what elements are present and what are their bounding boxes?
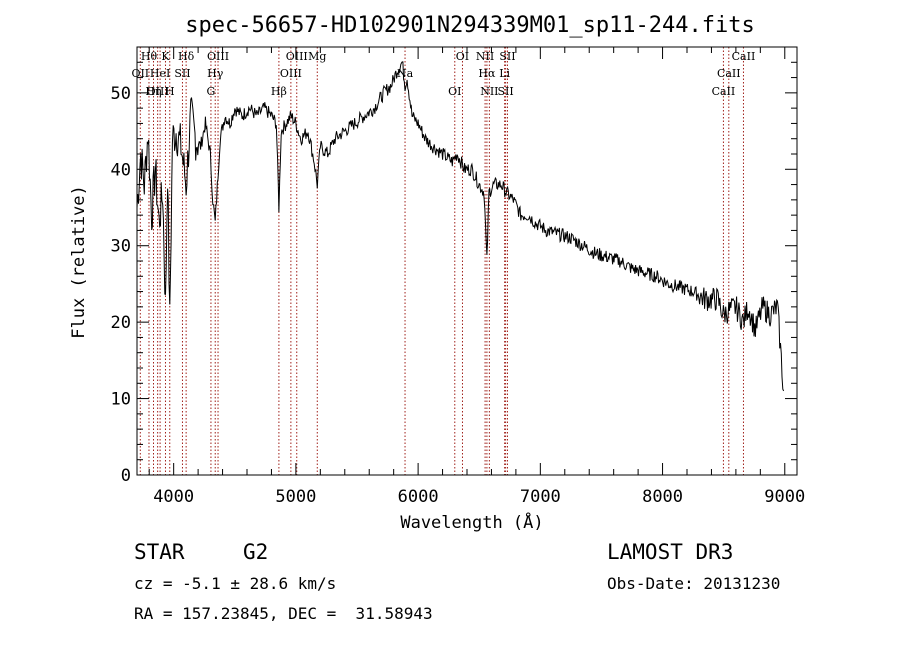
observation-date: Obs-Date: 20131230 [607,574,781,593]
line-marker-label: Hη [145,85,161,98]
line-marker-label: G [207,85,216,98]
axes: 4000 5000 6000 7000 8000 9000 0 10 20 30 40 50 [111,47,805,507]
line-marker-label: OIII [280,67,302,80]
line-marker-label: Li [499,67,510,80]
x-tick-label: 9000 [764,487,805,507]
redshift-value: cz = -5.1 ± 28.6 km/s [134,574,337,593]
y-tick-label: 40 [111,160,131,180]
line-marker-label: OI [456,50,469,63]
line-marker-label: CaII [732,50,756,63]
survey-name: LAMOST DR3 [607,540,734,564]
y-axis-label: Flux (relative) [69,185,89,339]
y-tick-label: 30 [111,237,131,257]
line-marker-label: Hθ [141,50,158,63]
x-tick-label: 7000 [520,487,561,507]
line-marker-label: CaII [717,67,741,80]
coordinates: RA = 157.23845, DEC = 31.58943 [134,604,433,623]
line-marker-label: Hα [478,67,496,80]
line-marker-label: Mg [308,50,326,63]
line-marker-label: Hγ [207,67,224,80]
y-tick-label: 0 [121,466,131,486]
line-marker-label: CaII [712,85,736,98]
object-class: STAR [134,540,185,564]
y-tick-label: 10 [111,390,131,410]
line-marker-label: OIII [207,50,229,63]
x-tick-label: 5000 [275,487,316,507]
line-marker-label: HeI [150,67,170,80]
spectral-line-markers [139,47,744,475]
y-tick-label: 50 [111,84,131,104]
line-marker-label: SII [499,50,515,63]
x-tick-label: 4000 [153,487,194,507]
spectral-line-labels: HθOIIOIIIKHeIHηHδSIIHOIIIHγGOIIIOIIIHβMg… [131,50,755,98]
line-marker-label: NII [476,50,494,63]
line-marker-label: OII [131,67,149,80]
line-marker-label: SII [174,67,190,80]
line-marker-label: SII [498,85,514,98]
x-tick-label: 8000 [642,487,683,507]
line-marker-label: OI [448,85,461,98]
line-marker-label: NII [480,85,498,98]
line-marker-label: Hδ [178,50,195,63]
line-marker-label: K [161,50,170,63]
chart-title: spec-56657-HD102901N294339M01_sp11-244.f… [185,13,755,38]
line-marker-label: Na [397,67,414,80]
object-subclass: G2 [243,540,269,564]
x-axis-label: Wavelength (Å) [400,511,543,533]
flux-series-line [136,61,785,392]
line-marker-label: H [165,85,175,98]
line-marker-label: Hβ [271,85,287,98]
line-marker-label: OIII [147,85,169,98]
line-marker-label: OIII [286,50,308,63]
y-tick-label: 20 [111,313,131,333]
x-tick-label: 6000 [398,487,439,507]
